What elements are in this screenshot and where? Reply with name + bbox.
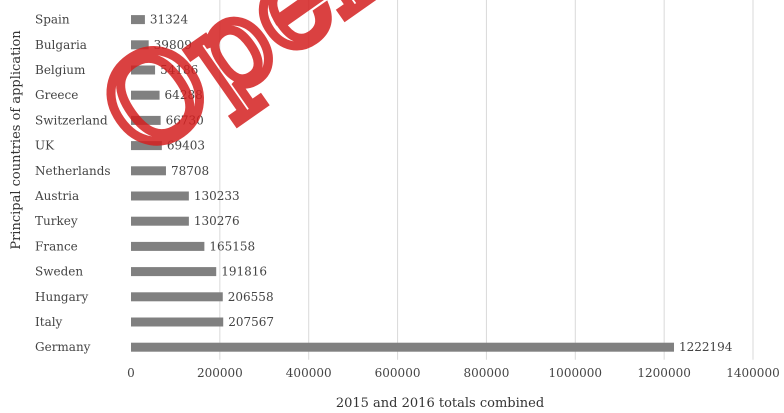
category-label: Germany (35, 340, 91, 354)
bar (131, 292, 223, 302)
category-label: Switzerland (35, 113, 108, 127)
category-label: Greece (35, 88, 78, 102)
x-tick-label: 200000 (197, 366, 243, 380)
category-label: Sweden (35, 265, 83, 279)
x-axis-title: 2015 and 2016 totals combined (336, 396, 544, 411)
data-labels: 31324 39809 54186 64288 66730 69403 78708 13023… (150, 13, 733, 355)
x-tick-label: 0 (127, 366, 135, 380)
bar (131, 191, 189, 201)
bar (131, 65, 156, 75)
x-tick-label: 400000 (286, 366, 332, 380)
category-label: Bulgaria (35, 38, 87, 52)
bars (131, 15, 675, 352)
category-label: France (35, 239, 78, 253)
data-label: 130233 (194, 189, 240, 203)
bar (131, 115, 161, 125)
bar (131, 241, 205, 251)
data-label: 191816 (221, 265, 267, 279)
data-label: 207567 (228, 315, 274, 329)
data-label: 66730 (166, 113, 204, 127)
bar (131, 166, 166, 176)
data-label: 1222194 (679, 340, 733, 354)
bar (131, 15, 145, 25)
bar (131, 90, 160, 100)
bar (131, 317, 224, 327)
data-label: 130276 (194, 214, 240, 228)
data-label: 69403 (167, 139, 205, 153)
x-tick-label: 800000 (464, 366, 510, 380)
data-label: 206558 (228, 290, 274, 304)
y-axis-title: Principal countries of application (9, 30, 24, 250)
bar (131, 267, 217, 277)
category-label: Austria (34, 189, 79, 203)
x-tick-labels: 0 200000 400000 600000 800000 1000000 1200000 1… (127, 366, 780, 380)
x-tick-label: 1200000 (637, 366, 690, 380)
category-label: Turkey (35, 214, 78, 228)
x-tick-label: 600000 (375, 366, 421, 380)
x-tick-label: 1400000 (726, 366, 779, 380)
watermark: Open (77, 0, 422, 184)
category-label: Italy (35, 315, 63, 329)
x-tick-label: 1000000 (549, 366, 602, 380)
data-label: 64288 (165, 88, 203, 102)
category-labels: Spain Bulgaria Belgium Greece Switzerland UK N… (34, 13, 111, 355)
data-label: 31324 (150, 13, 189, 27)
category-label: Belgium (35, 63, 86, 77)
data-label: 78708 (171, 164, 209, 178)
category-label: Hungary (35, 290, 88, 304)
bar (131, 342, 675, 352)
bar (131, 40, 149, 50)
category-label: Spain (35, 13, 70, 27)
category-label: UK (35, 139, 55, 153)
gridlines (219, 0, 754, 360)
category-label: Netherlands (35, 164, 111, 178)
data-label: 54186 (160, 63, 198, 77)
bar (131, 141, 162, 151)
data-label: 165158 (209, 239, 255, 253)
data-label: 39809 (154, 38, 192, 52)
bar (131, 216, 189, 226)
